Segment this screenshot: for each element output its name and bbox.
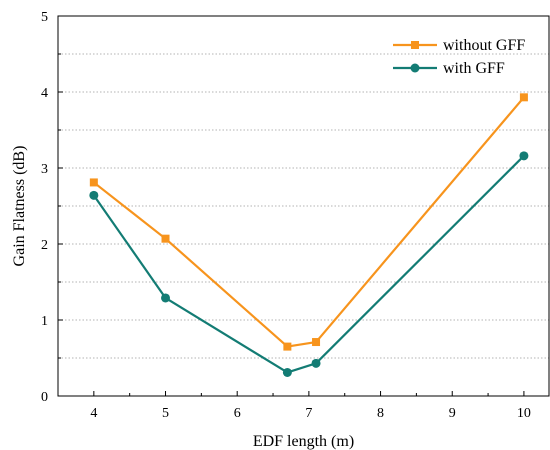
y-axis-label: Gain Flatness (dB) — [11, 146, 28, 267]
y-tick-label: 4 — [41, 86, 48, 101]
series-line-1 — [93, 96, 525, 348]
data-point — [519, 93, 528, 102]
data-point — [89, 190, 99, 200]
legend-marker — [410, 63, 420, 73]
x-tick-label: 4 — [90, 406, 97, 421]
y-tick-label: 2 — [41, 238, 48, 253]
data-point — [311, 358, 321, 368]
x-tick-label: 8 — [377, 406, 384, 421]
x-axis-label: EDF length (m) — [253, 433, 354, 450]
data-point — [282, 367, 292, 377]
data-point — [519, 151, 529, 161]
y-tick-label: 1 — [41, 314, 48, 329]
y-tick-label: 0 — [41, 390, 48, 405]
x-tick-label: 5 — [162, 406, 169, 421]
x-tick-label: 7 — [305, 406, 312, 421]
legend: without GFF with GFF — [393, 37, 525, 77]
x-tick-label: 10 — [517, 406, 531, 421]
data-point — [312, 338, 321, 347]
legend-label: with GFF — [443, 60, 505, 77]
series-layer — [89, 93, 529, 377]
series-line-2 — [92, 155, 525, 374]
data-point — [283, 342, 292, 351]
x-tick-label: 6 — [234, 406, 241, 421]
data-point — [161, 293, 171, 303]
legend-marker — [411, 41, 419, 49]
y-tick-label: 3 — [41, 162, 48, 177]
legend-label: without GFF — [443, 37, 525, 54]
y-tick-label: 5 — [41, 10, 48, 25]
axes: 0 1 2 3 4 5 4 5 6 7 8 9 10 — [41, 10, 550, 421]
data-point — [161, 234, 170, 243]
grid-lines — [58, 53, 549, 359]
data-point — [89, 178, 98, 187]
x-tick-label: 9 — [449, 406, 456, 421]
